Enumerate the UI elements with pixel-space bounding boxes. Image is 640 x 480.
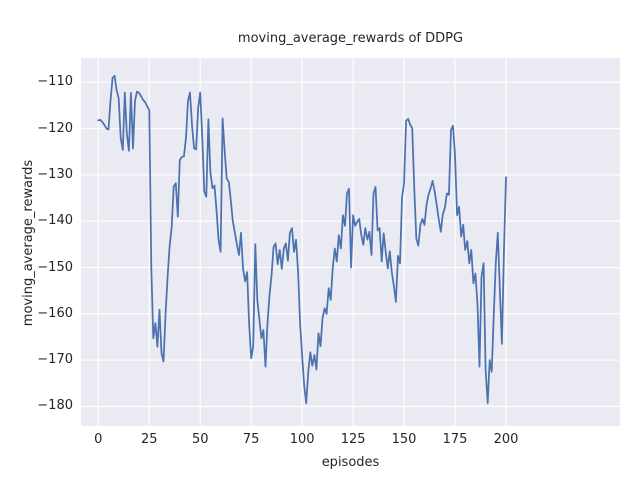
y-tick-label: −160 (37, 305, 73, 321)
x-axis-label: episodes (321, 455, 380, 470)
y-axis-label: moving_average_rewards (21, 159, 36, 327)
reward-line-series (97, 74, 507, 405)
y-tick-label: −120 (37, 120, 73, 136)
x-tick-label: 200 (493, 432, 519, 447)
y-tick-label: −140 (37, 213, 73, 229)
x-tick-label: 25 (140, 432, 158, 447)
x-tick-label: 75 (242, 432, 260, 447)
y-tick-label: −150 (37, 259, 73, 275)
x-tick-label: 175 (442, 432, 468, 447)
y-tick-label: −180 (37, 398, 73, 414)
x-tick-label: 50 (191, 432, 209, 447)
chart-title: moving_average_rewards of DDPG (237, 31, 464, 46)
y-tick-label: −130 (37, 166, 73, 182)
x-tick-label: 150 (391, 432, 417, 447)
y-tick-label: −170 (37, 352, 73, 368)
x-tick-label: 0 (94, 432, 103, 447)
x-tick-label: 125 (340, 432, 366, 447)
x-tick-label: 100 (289, 432, 315, 447)
y-tick-label: −110 (37, 74, 73, 90)
